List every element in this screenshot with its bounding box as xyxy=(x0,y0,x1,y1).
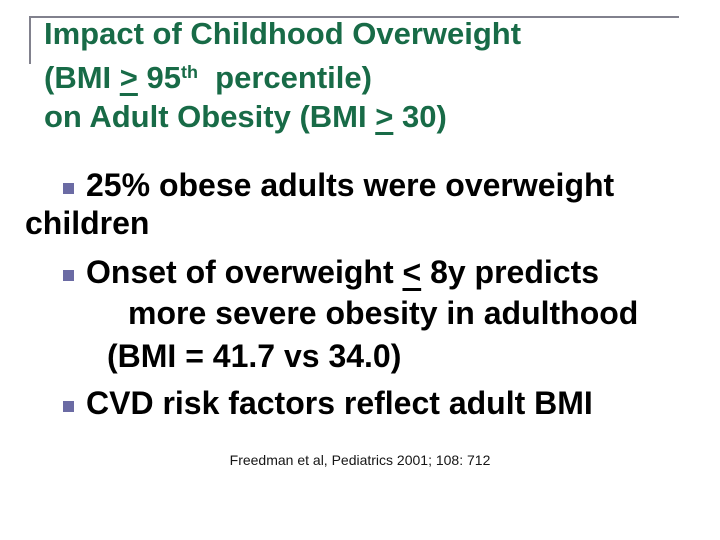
left-rule-line xyxy=(29,16,31,64)
geq-symbol: > xyxy=(119,59,138,95)
bullet-square-icon xyxy=(63,270,74,281)
bullet-2-text-suffix: 8y predicts xyxy=(421,254,600,290)
citation: Freedman et al, Pediatrics 2001; 108: 71… xyxy=(229,452,491,468)
slide-title: Impact of Childhood Overweight (BMI > 95… xyxy=(44,14,704,136)
top-rule-line xyxy=(29,16,679,18)
title-line-3-suffix: 30) xyxy=(393,98,447,134)
bullet-3-text: CVD risk factors reflect adult BMI xyxy=(86,385,593,421)
title-line-3-prefix: on Adult Obesity (BMI xyxy=(44,98,376,134)
geq-symbol: > xyxy=(375,98,394,134)
bullet-item-1: 25% obese adults were overweight childre… xyxy=(25,166,667,242)
bullet-list: 25% obese adults were overweight childre… xyxy=(0,166,720,422)
title-line-2-suffix: percentile) xyxy=(197,59,372,95)
bullet-square-icon xyxy=(63,183,74,194)
bullet-1-text: 25% obese adults were overweight childre… xyxy=(25,167,615,241)
title-line-2-prefix: (BMI xyxy=(44,59,120,95)
ordinal-superscript: th xyxy=(180,62,198,82)
bullet-2-text-prefix: Onset of overweight xyxy=(86,254,403,290)
bullet-square-icon xyxy=(63,401,74,412)
bullet-2-continuation-1: more severe obesity in adulthood xyxy=(128,295,639,331)
title-line-2: (BMI > 95th percentile) xyxy=(44,53,704,97)
title-line-2-number: 95 xyxy=(137,59,181,95)
bullet-2-continuation-2: (BMI = 41.7 vs 34.0) xyxy=(107,338,402,374)
bullet-item-3: CVD risk factors reflect adult BMI xyxy=(25,384,667,422)
bullet-item-2: Onset of overweight < 8y predicts xyxy=(25,253,667,291)
title-line-3: on Adult Obesity (BMI > 30) xyxy=(44,97,704,136)
title-line-1: Impact of Childhood Overweight xyxy=(44,16,522,51)
leq-symbol: < xyxy=(402,254,422,290)
